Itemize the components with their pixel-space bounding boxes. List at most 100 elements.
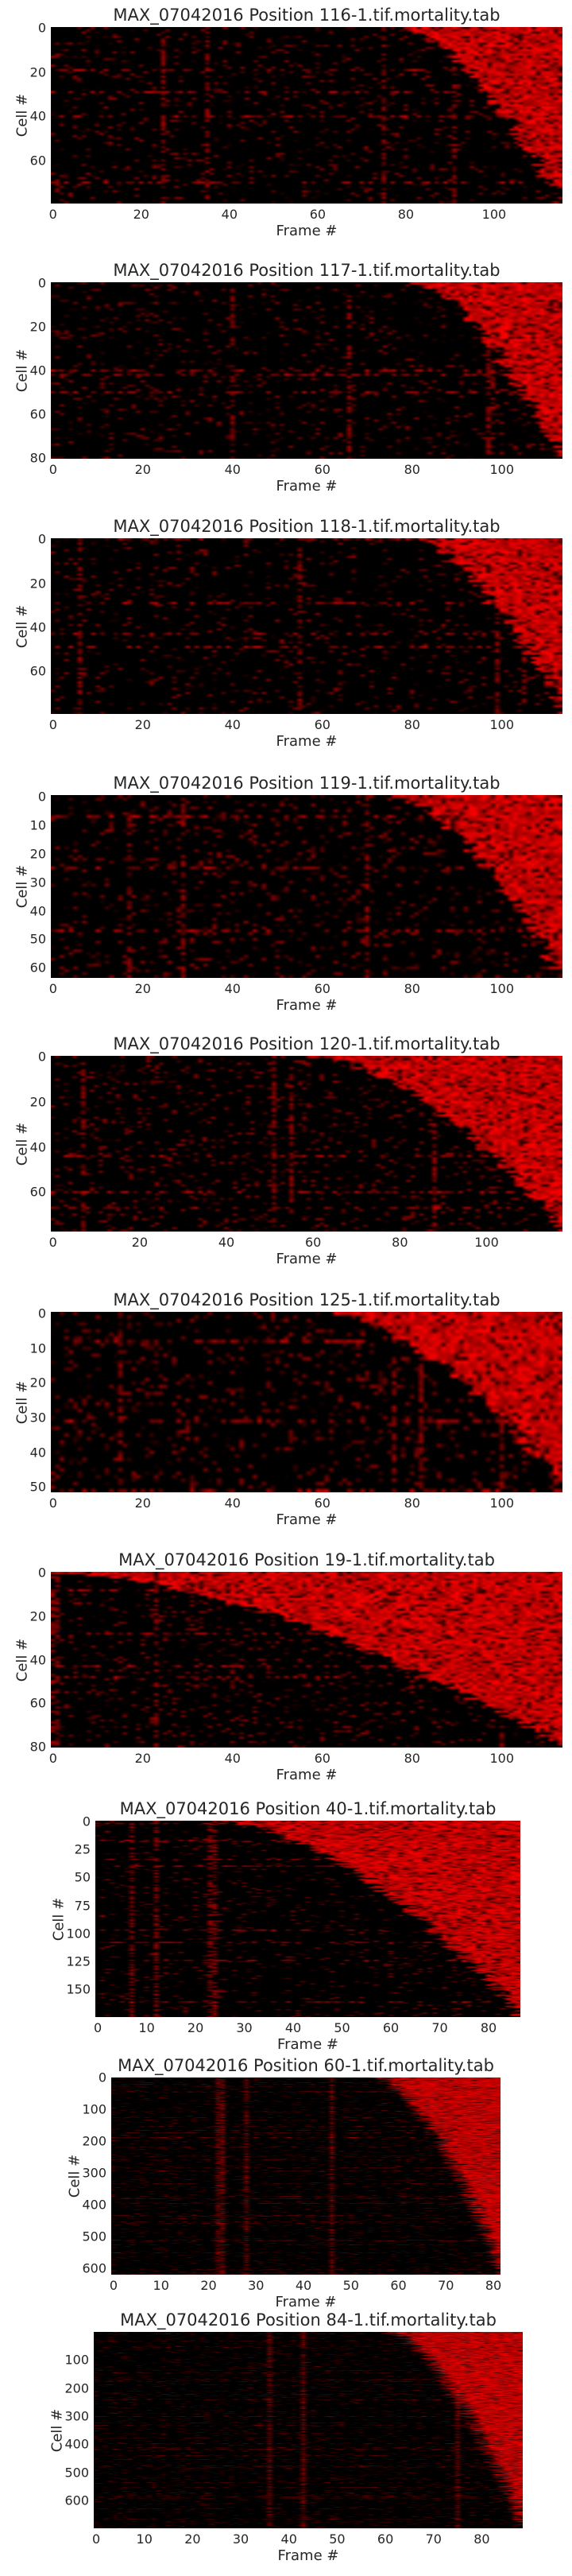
heatmap-image xyxy=(51,538,562,714)
x-axis-label: Frame # xyxy=(277,2036,338,2053)
chart-title: MAX_07042016 Position 60-1.tif.mortality… xyxy=(118,2056,494,2075)
x-axis-label: Frame # xyxy=(276,223,338,239)
y-tick-label: 50 xyxy=(29,1479,46,1495)
x-tick-label: 100 xyxy=(481,207,507,222)
y-axis-label: Cell # xyxy=(48,2408,66,2452)
y-axis-label: Cell # xyxy=(14,93,31,138)
y-axis-label: Cell # xyxy=(14,1638,31,1682)
x-tick-label: 60 xyxy=(314,1751,330,1766)
x-tick-label: 80 xyxy=(404,717,420,732)
x-tick-label: 80 xyxy=(480,2020,497,2035)
x-tick-label: 40 xyxy=(284,2020,302,2035)
y-tick-label: 0 xyxy=(37,789,46,805)
x-tick-label: 20 xyxy=(134,1751,151,1766)
heatmap-image xyxy=(51,1572,562,1748)
y-tick-label: 40 xyxy=(29,903,46,919)
x-tick-label: 20 xyxy=(131,1235,149,1250)
x-tick-label: 20 xyxy=(134,1496,151,1511)
x-tick-label: 60 xyxy=(304,1235,322,1250)
y-axis-label: Cell # xyxy=(14,348,31,393)
y-tick-label: 20 xyxy=(29,64,46,80)
chart-title: MAX_07042016 Position 19-1.tif.mortality… xyxy=(118,1550,495,1569)
x-tick-label: 80 xyxy=(392,1235,408,1250)
x-tick-label: 100 xyxy=(489,981,515,996)
y-tick-label: 30 xyxy=(29,875,46,890)
x-tick-label: 40 xyxy=(224,1496,241,1511)
y-axis-label: Cell # xyxy=(66,2154,83,2198)
x-tick-label: 0 xyxy=(91,2531,101,2547)
y-tick-label: 200 xyxy=(64,2380,89,2396)
y-tick-label: 60 xyxy=(29,1184,46,1200)
y-tick-label: 80 xyxy=(29,1739,46,1755)
y-tick-label: 20 xyxy=(29,1375,46,1391)
y-tick-label: 60 xyxy=(29,1695,46,1711)
x-axis-label: Frame # xyxy=(275,2294,337,2310)
y-tick-label: 600 xyxy=(82,2260,106,2276)
x-tick-label: 100 xyxy=(489,462,515,477)
heatmap-image xyxy=(51,1312,562,1492)
x-axis-label: Frame # xyxy=(276,733,338,750)
y-axis-label: Cell # xyxy=(14,1122,31,1166)
x-tick-label: 80 xyxy=(404,462,420,477)
x-tick-label: 30 xyxy=(248,2278,265,2293)
y-axis-label: Cell # xyxy=(14,864,31,909)
x-tick-label: 80 xyxy=(473,2531,490,2547)
y-tick-label: 0 xyxy=(98,2070,106,2085)
y-tick-label: 30 xyxy=(29,1410,46,1426)
x-tick-label: 60 xyxy=(309,207,327,222)
x-tick-label: 40 xyxy=(295,2278,312,2293)
y-tick-label: 100 xyxy=(82,2101,106,2117)
x-tick-label: 60 xyxy=(314,717,330,732)
y-tick-label: 25 xyxy=(74,1841,91,1857)
y-tick-label: 40 xyxy=(29,1445,46,1461)
chart-title: MAX_07042016 Position 40-1.tif.mortality… xyxy=(119,1799,497,1818)
y-tick-label: 40 xyxy=(29,363,46,378)
x-tick-label: 60 xyxy=(390,2278,407,2293)
x-tick-label: 70 xyxy=(425,2531,442,2547)
heatmap-image xyxy=(51,27,562,204)
x-axis-label: Frame # xyxy=(276,1767,338,1783)
heatmap-image xyxy=(111,2077,500,2275)
y-tick-label: 400 xyxy=(82,2197,106,2213)
x-tick-label: 60 xyxy=(377,2531,394,2547)
x-tick-label: 30 xyxy=(232,2531,249,2547)
y-axis-label: Cell # xyxy=(50,1897,68,1941)
y-tick-label: 500 xyxy=(82,2229,106,2244)
x-tick-label: 0 xyxy=(48,1496,57,1511)
y-tick-label: 0 xyxy=(82,1814,91,1829)
x-tick-label: 80 xyxy=(485,2278,502,2293)
x-tick-label: 100 xyxy=(489,1751,515,1766)
chart-title: MAX_07042016 Position 125-1.tif.mortalit… xyxy=(113,1290,500,1309)
y-tick-label: 40 xyxy=(29,1652,46,1667)
x-tick-label: 60 xyxy=(382,2020,400,2035)
y-tick-label: 0 xyxy=(37,1049,46,1065)
x-tick-label: 40 xyxy=(218,1235,235,1250)
heatmap-image xyxy=(51,282,562,459)
x-tick-label: 100 xyxy=(489,1496,515,1511)
y-tick-label: 100 xyxy=(66,1926,91,1942)
chart-title: MAX_07042016 Position 117-1.tif.mortalit… xyxy=(113,261,500,280)
x-tick-label: 40 xyxy=(224,1751,241,1766)
chart-title: MAX_07042016 Position 84-1.tif.mortality… xyxy=(120,2310,497,2330)
y-tick-label: 100 xyxy=(64,2352,89,2368)
x-tick-label: 20 xyxy=(200,2278,217,2293)
x-tick-label: 40 xyxy=(224,981,241,996)
y-tick-label: 40 xyxy=(29,619,46,635)
y-tick-label: 400 xyxy=(64,2436,89,2452)
x-tick-label: 0 xyxy=(48,462,57,477)
y-tick-label: 40 xyxy=(29,108,46,124)
y-tick-label: 20 xyxy=(29,1608,46,1624)
x-axis-label: Frame # xyxy=(276,478,338,495)
x-tick-label: 50 xyxy=(334,2020,350,2035)
y-axis-label: Cell # xyxy=(14,604,31,648)
chart-title: MAX_07042016 Position 118-1.tif.mortalit… xyxy=(113,517,500,536)
y-tick-label: 20 xyxy=(29,1094,46,1110)
x-tick-label: 40 xyxy=(221,207,238,222)
x-tick-label: 0 xyxy=(48,1751,57,1766)
x-tick-label: 0 xyxy=(48,981,57,996)
x-tick-label: 60 xyxy=(314,1496,330,1511)
y-tick-label: 50 xyxy=(29,931,46,947)
x-tick-label: 10 xyxy=(136,2531,153,2547)
x-axis-label: Frame # xyxy=(276,1251,338,1267)
